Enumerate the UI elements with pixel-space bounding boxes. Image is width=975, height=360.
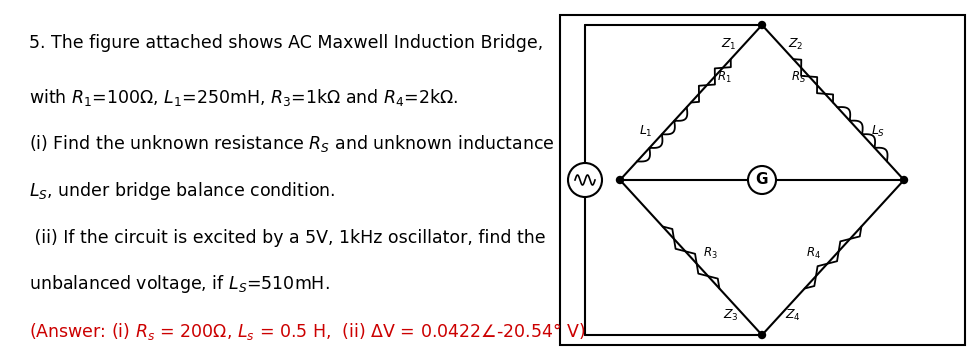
Text: with $R_1$=100Ω, $L_1$=250mH, $R_3$=1kΩ and $R_4$=2kΩ.: with $R_1$=100Ω, $L_1$=250mH, $R_3$=1kΩ … bbox=[29, 87, 458, 108]
Text: $R_3$: $R_3$ bbox=[703, 246, 718, 261]
Text: (Answer: (i) $R_s$ = 200Ω, $L_s$ = 0.5 H,  (ii) ΔV = 0.0422∠-20.54° V): (Answer: (i) $R_s$ = 200Ω, $L_s$ = 0.5 H… bbox=[29, 321, 586, 342]
Text: $R_1$: $R_1$ bbox=[718, 70, 732, 85]
Circle shape bbox=[748, 166, 776, 194]
Text: (i) Find the unknown resistance $R_S$ and unknown inductance: (i) Find the unknown resistance $R_S$ an… bbox=[29, 134, 555, 154]
Circle shape bbox=[616, 176, 623, 184]
Text: $Z_3$: $Z_3$ bbox=[722, 308, 738, 323]
Circle shape bbox=[901, 176, 908, 184]
Bar bbox=[560, 15, 965, 345]
Text: $R_4$: $R_4$ bbox=[806, 246, 821, 261]
Text: unbalanced voltage, if $L_S$=510mH.: unbalanced voltage, if $L_S$=510mH. bbox=[29, 273, 330, 296]
Text: $L_S$, under bridge balance condition.: $L_S$, under bridge balance condition. bbox=[29, 180, 335, 202]
Text: G: G bbox=[756, 172, 768, 188]
Text: $Z_1$: $Z_1$ bbox=[721, 37, 736, 52]
Text: $Z_4$: $Z_4$ bbox=[786, 308, 801, 323]
Text: (ii) If the circuit is excited by a 5V, 1kHz oscillator, find the: (ii) If the circuit is excited by a 5V, … bbox=[29, 229, 546, 247]
Text: $R_S$: $R_S$ bbox=[792, 70, 806, 85]
Circle shape bbox=[759, 22, 765, 28]
Text: 5. The figure attached shows AC Maxwell Induction Bridge,: 5. The figure attached shows AC Maxwell … bbox=[29, 34, 543, 52]
Circle shape bbox=[759, 332, 765, 338]
Circle shape bbox=[568, 163, 602, 197]
Text: $Z_2$: $Z_2$ bbox=[788, 37, 803, 52]
Text: $L_S$: $L_S$ bbox=[872, 124, 885, 139]
Text: $L_1$: $L_1$ bbox=[639, 124, 652, 139]
